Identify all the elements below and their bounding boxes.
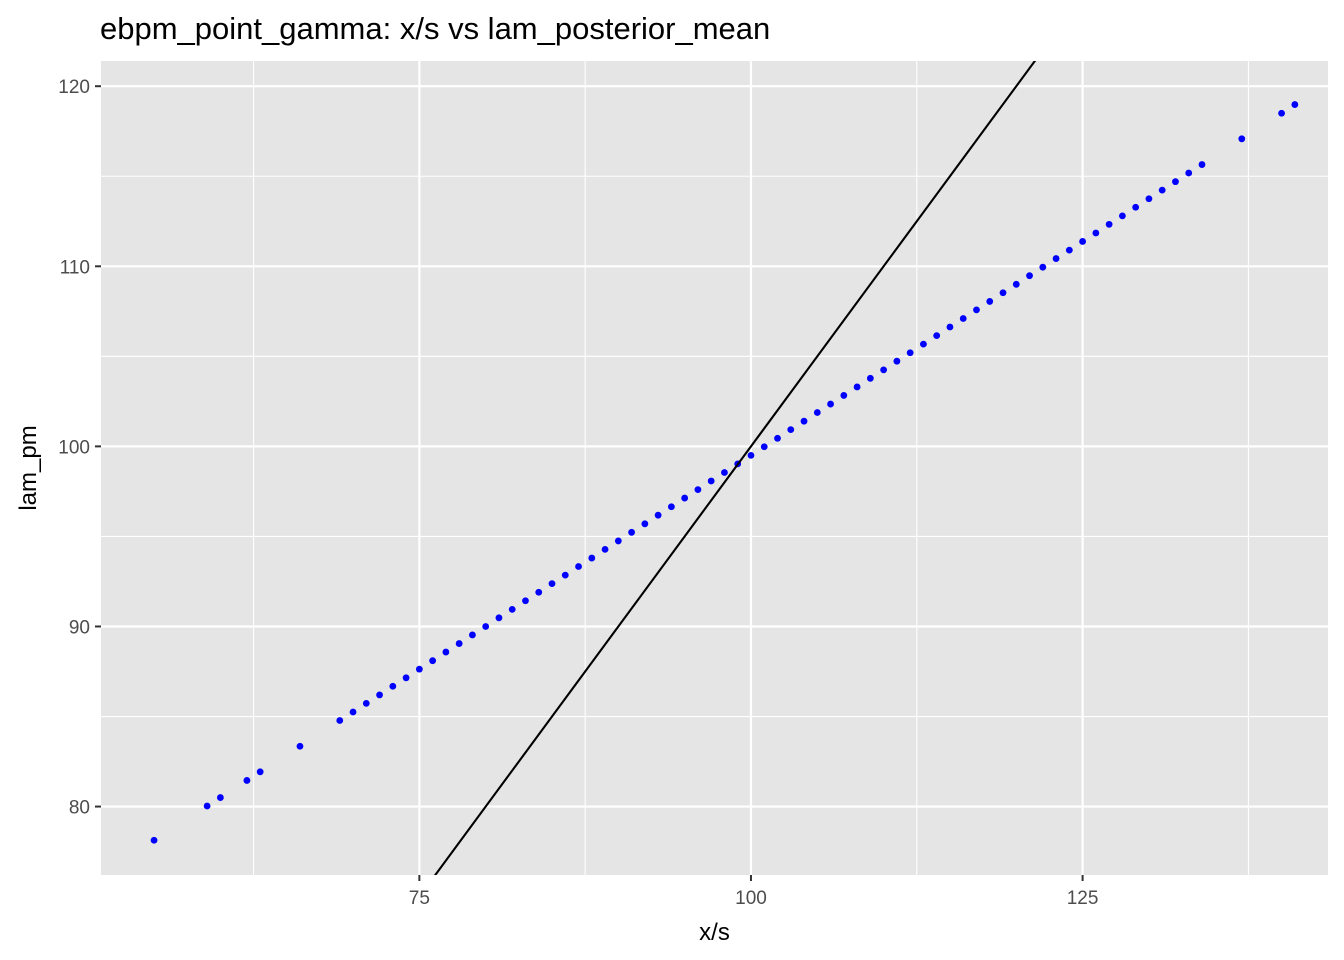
data-point [999, 289, 1007, 297]
data-point [535, 588, 543, 596]
identity-line-group [433, 61, 1037, 875]
minor-gridlines [101, 61, 1328, 875]
data-point [389, 682, 397, 690]
data-point [800, 417, 808, 425]
data-point [866, 374, 874, 382]
data-point [667, 503, 675, 511]
data-point [203, 802, 211, 810]
y-tick-label: 90 [69, 617, 90, 638]
data-point [588, 554, 596, 562]
data-point [561, 571, 569, 579]
x-tick-label: 125 [1067, 888, 1099, 909]
identity-line [433, 61, 1037, 875]
data-point [933, 332, 941, 340]
data-point [1158, 186, 1166, 194]
data-point [973, 306, 980, 314]
data-point [906, 349, 914, 357]
y-tick-label: 120 [58, 77, 90, 98]
data-point [455, 640, 463, 647]
y-tick-label: 80 [69, 798, 90, 819]
data-point [774, 434, 781, 442]
data-point [787, 426, 795, 434]
data-point [721, 469, 728, 476]
data-point [469, 631, 476, 639]
data-point [959, 315, 967, 322]
data-point [1052, 255, 1060, 262]
data-point [893, 357, 901, 365]
data-point [827, 400, 834, 408]
y-axis-title: lam_pm [15, 425, 42, 510]
data-point [296, 742, 304, 750]
data-point [986, 298, 994, 305]
data-point [1238, 135, 1246, 143]
data-point [694, 486, 702, 494]
data-point [1092, 229, 1100, 237]
data-point [1145, 195, 1153, 203]
data-point [601, 546, 609, 553]
data-point [1291, 101, 1299, 108]
data-point [349, 708, 357, 716]
y-tick-label: 110 [60, 257, 90, 278]
data-point [707, 477, 715, 485]
data-point [336, 717, 344, 724]
plot-panel [101, 61, 1328, 875]
data-point [1105, 220, 1113, 228]
data-point [376, 691, 383, 699]
data-points [150, 101, 1299, 844]
chart-title: ebpm_point_gamma: x/s vs lam_posterior_m… [100, 11, 770, 46]
data-point [853, 383, 861, 391]
data-point [1185, 169, 1193, 177]
data-point [362, 699, 370, 707]
data-point [920, 340, 927, 348]
data-point [641, 520, 649, 528]
data-point [1278, 109, 1285, 117]
data-point [1079, 238, 1086, 245]
data-point [813, 409, 821, 416]
data-point [681, 494, 689, 502]
data-point [1198, 161, 1206, 168]
data-point [508, 605, 516, 613]
data-point [415, 665, 423, 673]
data-point [1039, 263, 1047, 271]
y-axis-ticks: 80 90 100 110 120 [58, 77, 101, 819]
data-point [575, 563, 582, 570]
x-tick-label: 100 [735, 888, 767, 909]
data-point [1026, 272, 1033, 280]
data-point [1118, 212, 1126, 220]
x-tick-label: 75 [409, 888, 430, 909]
x-axis-title: x/s [699, 919, 730, 946]
data-point [429, 657, 437, 665]
data-point [946, 323, 954, 331]
data-point [150, 836, 158, 844]
data-point [216, 794, 224, 801]
major-gridlines [101, 61, 1328, 875]
data-point [628, 528, 635, 536]
data-point [1132, 203, 1140, 211]
x-axis-ticks: 75 100 125 [409, 875, 1099, 909]
data-point [747, 451, 755, 459]
data-point [1012, 280, 1020, 288]
data-point [840, 392, 848, 399]
data-point [654, 511, 662, 519]
data-point [482, 623, 490, 630]
data-point [495, 614, 503, 622]
data-point [402, 674, 410, 682]
data-point [522, 597, 529, 605]
data-point [760, 443, 768, 451]
data-point [442, 648, 450, 656]
data-point [614, 537, 622, 545]
data-point [1065, 246, 1073, 254]
y-tick-label: 100 [58, 437, 90, 458]
data-point [1172, 178, 1179, 186]
data-point [880, 366, 888, 374]
data-point [243, 777, 251, 784]
data-point [256, 768, 264, 776]
data-point [548, 580, 556, 588]
